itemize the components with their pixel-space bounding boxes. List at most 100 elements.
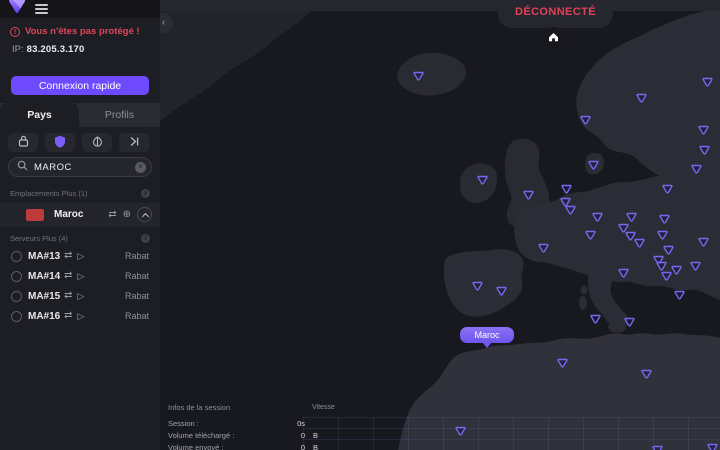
play-connect-icon[interactable]: ▷: [77, 251, 85, 261]
collapse-country-button[interactable]: [137, 207, 152, 222]
globe-icon[interactable]: ⊕: [122, 208, 131, 220]
tor-servers-filter-button[interactable]: [82, 133, 112, 152]
map-pin[interactable]: [670, 262, 682, 275]
search-icon: [17, 158, 28, 176]
warning-icon: !: [10, 26, 20, 37]
map-pin[interactable]: [556, 355, 568, 368]
tooltip-label: Maroc: [474, 330, 500, 340]
map-pin[interactable]: [698, 142, 710, 155]
map-pin[interactable]: [697, 122, 709, 135]
map-pin[interactable]: [635, 90, 647, 103]
map-pin[interactable]: [591, 209, 603, 222]
servers-section-label: Serveurs Plus (4): [10, 234, 68, 243]
world-map[interactable]: DÉCONNECTÉ ‹: [160, 0, 720, 450]
swap-connect-icon[interactable]: ⇄: [64, 270, 73, 281]
map-pin[interactable]: [651, 442, 663, 450]
server-row[interactable]: MA#13 ⇄ ▷ Rabat: [0, 246, 160, 266]
map-pin[interactable]: [662, 242, 674, 255]
map-header-bar: [160, 0, 720, 11]
map-pin[interactable]: [655, 258, 667, 271]
p2p-servers-filter-button[interactable]: [119, 133, 149, 152]
swap-connect-icon[interactable]: ⇄: [108, 208, 117, 220]
server-row[interactable]: MA#15 ⇄ ▷ Rabat: [0, 286, 160, 306]
map-pin[interactable]: [476, 172, 488, 185]
map-pin[interactable]: [589, 311, 601, 324]
session-stat-row: Volume envoyé : 0 B: [168, 441, 318, 450]
locations-section-label: Emplacements Plus (1): [10, 189, 88, 198]
info-icon[interactable]: i: [141, 189, 150, 198]
free-servers-filter-button[interactable]: [8, 133, 38, 152]
swap-connect-icon[interactable]: ⇄: [64, 250, 73, 261]
morocco-flag-icon: [26, 208, 44, 221]
map-pin[interactable]: [617, 265, 629, 278]
server-radio-button[interactable]: [11, 310, 22, 322]
swap-connect-icon[interactable]: ⇄: [64, 290, 73, 301]
tab-profiles[interactable]: Profils: [104, 109, 135, 121]
server-city: Rabat: [124, 271, 149, 281]
map-pin[interactable]: [625, 209, 637, 222]
play-connect-icon[interactable]: ▷: [77, 311, 85, 321]
ip-value: 83.205.3.170: [26, 44, 85, 55]
map-pin[interactable]: [673, 287, 685, 300]
clear-search-icon[interactable]: ×: [135, 161, 146, 173]
server-radio-button[interactable]: [11, 270, 22, 282]
session-stat-value: 0: [279, 443, 305, 450]
map-pin[interactable]: [701, 74, 713, 87]
warning-text: Vous n'êtes pas protégé !: [25, 26, 140, 37]
map-pin[interactable]: [661, 181, 673, 194]
map-pin[interactable]: [623, 314, 635, 327]
connection-status-tab: DÉCONNECTÉ: [498, 0, 613, 28]
map-pin[interactable]: [658, 211, 670, 224]
map-pin[interactable]: [706, 440, 718, 450]
server-list: MA#13 ⇄ ▷ Rabat MA#14 ⇄ ▷ Rabat MA#15 ⇄ …: [0, 246, 160, 326]
connection-status-text: DÉCONNECTÉ: [514, 6, 596, 18]
map-pin[interactable]: [633, 235, 645, 248]
search-input[interactable]: [34, 161, 135, 173]
collapse-sidebar-button[interactable]: ‹: [160, 13, 173, 33]
map-pin[interactable]: [690, 161, 702, 174]
map-pin[interactable]: [624, 228, 636, 241]
lock-icon: [18, 135, 29, 150]
map-pin[interactable]: [412, 68, 424, 81]
shield-icon: [54, 135, 66, 151]
map-pin[interactable]: [559, 194, 571, 207]
server-city: Rabat: [124, 311, 149, 321]
server-radio-button[interactable]: [11, 250, 22, 262]
map-pin[interactable]: [584, 227, 596, 240]
map-pin[interactable]: [537, 240, 549, 253]
server-row[interactable]: MA#16 ⇄ ▷ Rabat: [0, 306, 160, 326]
map-pin[interactable]: [697, 234, 709, 247]
play-connect-icon[interactable]: ▷: [77, 271, 85, 281]
plus-servers-filter-button[interactable]: [45, 133, 75, 152]
session-stat-value: 0s: [297, 418, 305, 428]
servers-section-header: Serveurs Plus (4) i: [0, 234, 160, 243]
server-city: Rabat: [124, 251, 149, 261]
map-pin[interactable]: [617, 220, 629, 233]
home-button[interactable]: [543, 27, 564, 48]
protection-warning: ! Vous n'êtes pas protégé !: [0, 18, 160, 37]
map-country-tooltip[interactable]: Maroc: [460, 327, 514, 348]
info-icon[interactable]: i: [141, 234, 150, 243]
session-stat-unit: B: [305, 443, 318, 450]
server-row[interactable]: MA#14 ⇄ ▷ Rabat: [0, 266, 160, 286]
map-pin[interactable]: [640, 366, 652, 379]
country-row-maroc[interactable]: Maroc ⇄ ⊕: [0, 203, 160, 226]
map-pin[interactable]: [689, 258, 701, 271]
menu-icon[interactable]: [35, 4, 48, 14]
server-radio-button[interactable]: [11, 290, 22, 302]
map-pin[interactable]: [471, 278, 483, 291]
map-pin[interactable]: [579, 112, 591, 125]
map-pin[interactable]: [587, 157, 599, 170]
swap-connect-icon[interactable]: ⇄: [64, 310, 73, 321]
map-pin[interactable]: [495, 283, 507, 296]
quick-connect-button[interactable]: Connexion rapide: [11, 76, 149, 95]
map-pin[interactable]: [454, 423, 466, 436]
map-pin[interactable]: [656, 227, 668, 240]
map-pin[interactable]: [660, 268, 672, 281]
play-connect-icon[interactable]: ▷: [77, 291, 85, 301]
map-pin[interactable]: [522, 187, 534, 200]
sidebar-topbar: [0, 0, 160, 18]
tab-countries[interactable]: Pays: [0, 103, 79, 127]
map-pin[interactable]: [560, 181, 572, 194]
map-pin[interactable]: [564, 202, 576, 215]
